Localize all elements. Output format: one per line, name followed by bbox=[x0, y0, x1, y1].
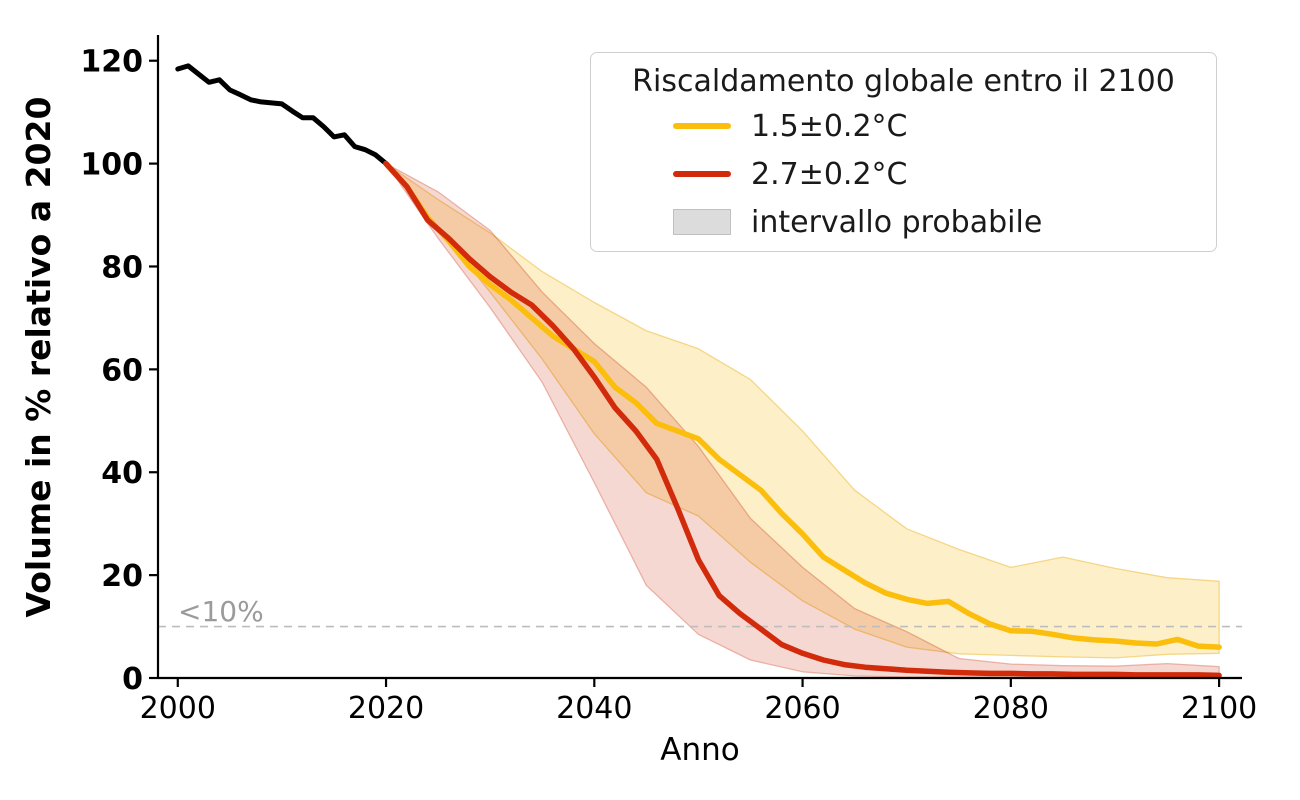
x-tick-label: 2100 bbox=[1181, 691, 1257, 726]
scenario-27-line bbox=[383, 160, 1222, 679]
historical-line bbox=[175, 63, 389, 167]
legend-line-swatch-1-5C bbox=[673, 123, 731, 129]
x-axis-label: Anno bbox=[660, 732, 740, 768]
legend-line-swatch-2-7C bbox=[673, 171, 731, 177]
legend-label-2-7C: 2.7±0.2°C bbox=[751, 156, 908, 192]
legend-rows: 1.5±0.2°C 2.7±0.2°C intervallo probabile bbox=[591, 106, 1216, 242]
y-tick-label: 60 bbox=[101, 353, 143, 388]
legend: Riscaldamento globale entro il 2100 1.5±… bbox=[590, 52, 1217, 252]
legend-label-likely-range: intervallo probabile bbox=[751, 204, 1043, 240]
legend-patch-swatch-likely-range bbox=[673, 209, 731, 235]
y-axis-label: Volume in % relativo a 2020 bbox=[19, 96, 58, 618]
legend-entry-2-7C: 2.7±0.2°C bbox=[673, 154, 1216, 194]
y-tick-label: 20 bbox=[101, 559, 143, 594]
threshold-label: <10% bbox=[178, 595, 264, 628]
x-tick-label: 2020 bbox=[348, 691, 424, 726]
legend-entry-1-5C: 1.5±0.2°C bbox=[673, 106, 1216, 146]
y-tick-label: 40 bbox=[101, 456, 143, 491]
x-tick-label: 2060 bbox=[764, 691, 840, 726]
legend-label-1-5C: 1.5±0.2°C bbox=[751, 108, 908, 144]
x-tick-label: 2080 bbox=[973, 691, 1049, 726]
x-tick-label: 2040 bbox=[556, 691, 632, 726]
y-tick-label: 80 bbox=[101, 250, 143, 285]
band-27 bbox=[385, 162, 1220, 678]
y-tick-label: 120 bbox=[80, 45, 143, 80]
y-tick-label: 100 bbox=[80, 148, 143, 183]
legend-title: Riscaldamento globale entro il 2100 bbox=[632, 64, 1175, 99]
x-tick-label: 2000 bbox=[140, 691, 216, 726]
y-tick-label: 0 bbox=[122, 662, 143, 697]
legend-entry-likely-range: intervallo probabile bbox=[673, 202, 1216, 242]
scenario-15-line bbox=[383, 160, 1222, 650]
